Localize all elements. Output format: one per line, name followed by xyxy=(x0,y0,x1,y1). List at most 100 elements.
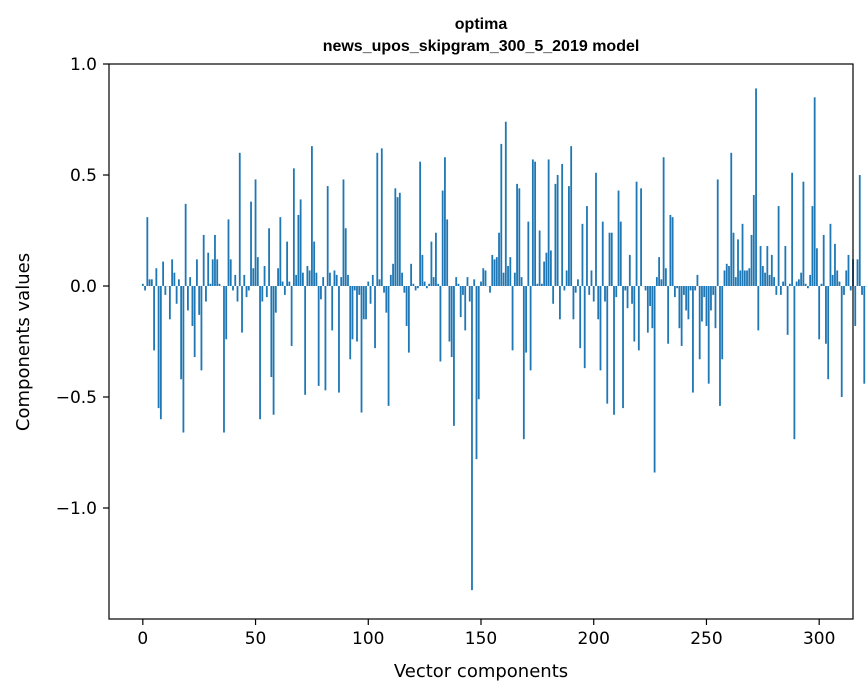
bar-125 xyxy=(423,281,426,286)
bar-199 xyxy=(590,270,593,286)
bar-69 xyxy=(297,214,300,286)
bar-79 xyxy=(320,286,322,300)
bar-107 xyxy=(383,286,385,293)
bar-140 xyxy=(457,283,460,286)
y-tick-label: −1.0 xyxy=(56,499,97,519)
bar-60 xyxy=(277,268,279,286)
bar-74 xyxy=(308,270,311,286)
bar-40 xyxy=(232,286,234,291)
bar-44 xyxy=(241,286,243,333)
bar-309 xyxy=(838,281,841,286)
bar-231 xyxy=(662,157,665,286)
bar-302 xyxy=(822,234,825,286)
bar-193 xyxy=(577,279,579,286)
bar-230 xyxy=(660,279,663,286)
bar-102 xyxy=(371,274,374,286)
bar-213 xyxy=(622,286,624,409)
bar-206 xyxy=(606,286,609,404)
bar-110 xyxy=(389,274,392,286)
bar-61 xyxy=(279,217,282,286)
bar-29 xyxy=(207,252,210,286)
bar-185 xyxy=(559,286,561,320)
bar-242 xyxy=(687,286,690,320)
bar-130 xyxy=(435,232,437,286)
bar-85 xyxy=(333,270,336,286)
bar-96 xyxy=(358,286,361,295)
bar-299 xyxy=(816,248,818,286)
bar-28 xyxy=(205,286,207,302)
bar-97 xyxy=(360,286,363,413)
y-tick-label: −0.5 xyxy=(56,388,97,408)
bar-194 xyxy=(579,286,582,349)
bar-49 xyxy=(252,268,255,286)
bar-262 xyxy=(732,232,735,286)
bar-14 xyxy=(173,272,176,286)
bar-188 xyxy=(565,270,568,286)
bar-89 xyxy=(342,179,345,286)
bar-238 xyxy=(678,286,681,329)
bar-39 xyxy=(229,259,232,286)
bar-5 xyxy=(153,286,155,351)
bar-57 xyxy=(270,286,273,378)
bar-6 xyxy=(155,268,158,286)
bar-0 xyxy=(141,283,144,286)
bar-8 xyxy=(159,286,162,420)
bar-93 xyxy=(351,286,354,340)
bar-105 xyxy=(378,279,381,286)
bar-145 xyxy=(468,286,471,302)
bar-270 xyxy=(750,234,753,286)
bar-38 xyxy=(227,219,230,286)
bar-280 xyxy=(773,277,775,286)
bar-225 xyxy=(649,286,651,306)
bar-170 xyxy=(525,286,527,353)
bar-106 xyxy=(380,148,383,286)
bar-251 xyxy=(707,286,710,384)
bar-183 xyxy=(554,183,557,286)
bar-234 xyxy=(669,214,672,286)
bar-267 xyxy=(743,270,746,286)
bar-229 xyxy=(658,257,661,286)
bar-235 xyxy=(671,217,674,286)
bar-218 xyxy=(633,286,636,342)
bar-139 xyxy=(455,277,458,286)
bar-239 xyxy=(680,286,683,346)
bar-32 xyxy=(214,234,216,286)
bar-179 xyxy=(545,252,548,286)
bar-258 xyxy=(723,270,726,286)
bar-132 xyxy=(439,286,442,362)
bar-157 xyxy=(495,257,498,286)
bar-272 xyxy=(755,88,757,286)
bar-12 xyxy=(168,286,171,320)
bar-41 xyxy=(234,274,237,286)
bar-117 xyxy=(405,286,408,326)
bar-176 xyxy=(538,230,541,286)
x-tick-label: 0 xyxy=(137,629,148,649)
bar-142 xyxy=(462,286,464,295)
bars-group xyxy=(141,88,867,591)
bar-88 xyxy=(340,277,343,286)
bar-264 xyxy=(737,239,739,286)
bar-4 xyxy=(150,279,153,286)
bar-54 xyxy=(263,266,266,286)
bar-226 xyxy=(651,286,654,329)
bar-3 xyxy=(148,279,151,286)
bar-42 xyxy=(236,286,239,302)
bar-207 xyxy=(608,232,611,286)
bar-78 xyxy=(317,286,320,386)
bar-277 xyxy=(766,246,769,286)
bar-255 xyxy=(716,179,719,286)
x-tick-label: 50 xyxy=(245,629,267,649)
bar-62 xyxy=(281,281,284,286)
bar-301 xyxy=(820,283,823,286)
bar-278 xyxy=(768,274,771,286)
bar-273 xyxy=(757,286,760,331)
y-tick-label: 1.0 xyxy=(70,55,97,75)
bar-271 xyxy=(752,194,755,286)
y-tick-label: 0.5 xyxy=(70,166,97,186)
bar-34 xyxy=(218,283,221,286)
bar-116 xyxy=(403,286,406,293)
bar-284 xyxy=(782,281,785,286)
bar-261 xyxy=(730,152,733,286)
bar-298 xyxy=(813,97,816,286)
bar-241 xyxy=(685,286,688,311)
